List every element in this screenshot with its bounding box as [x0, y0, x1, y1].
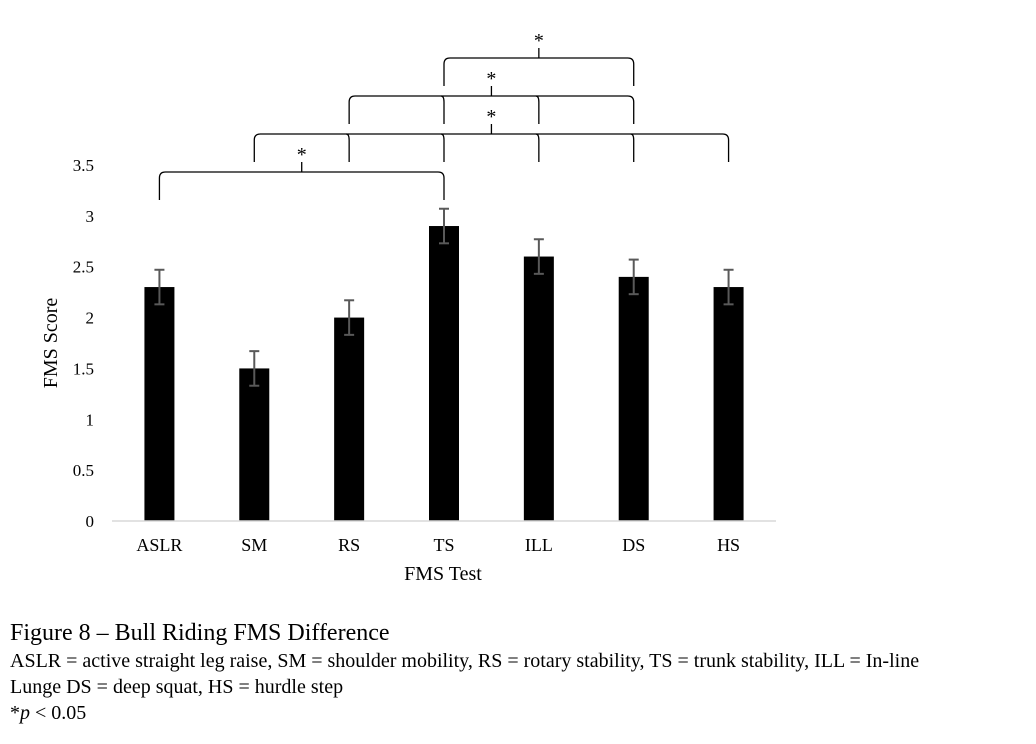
- x-tick-label: ILL: [525, 535, 553, 555]
- caption-abbreviations-line2: Lunge DS = deep squat, HS = hurdle step: [10, 676, 344, 698]
- error-bar: [439, 207, 449, 245]
- bar: [239, 368, 270, 521]
- x-tick-label: SM: [241, 535, 267, 555]
- x-tick-label: RS: [338, 535, 360, 555]
- significance-bracket: [158, 162, 445, 200]
- error-bar: [533, 238, 544, 275]
- y-tick-label: 2.5: [73, 258, 94, 277]
- x-tick-label: ASLR: [136, 535, 182, 555]
- x-tick-labels: ASLR SM RS TS ILL DS HS: [136, 535, 740, 555]
- caption-title: Figure 8 – Bull Riding FMS Difference: [10, 620, 390, 646]
- x-axis-label: FMS Test: [404, 563, 482, 585]
- bar-chart: **** 00.511.522.533.5 ASLR SM RS TS ILL DS HS …: [40, 30, 776, 585]
- x-tick-label: TS: [433, 535, 454, 555]
- error-bar: [628, 258, 639, 296]
- bar: [523, 256, 554, 521]
- error-bar: [154, 268, 165, 306]
- significance-asterisk: *: [486, 106, 496, 128]
- bars: [144, 226, 744, 521]
- significance-asterisk: *: [534, 30, 544, 52]
- error-bar: [249, 350, 260, 387]
- bar: [618, 276, 649, 521]
- significance-brackets: * * * *: [158, 30, 730, 200]
- y-tick-label: 3: [86, 207, 95, 226]
- x-tick-label: DS: [622, 535, 645, 555]
- significance-bracket: [443, 48, 635, 86]
- p-variable: p: [20, 702, 30, 724]
- y-tick-label: 2: [86, 309, 95, 328]
- figure-caption: Figure 8 – Bull Riding FMS Difference AS…: [10, 618, 1030, 726]
- bar: [713, 287, 744, 521]
- y-tick-labels: 0 0.5 1 1.5 2 2.5 3 3.5: [73, 156, 94, 531]
- p-threshold: < 0.05: [30, 702, 87, 724]
- caption-significance-note: *p < 0.05: [10, 700, 1030, 726]
- error-bar: [723, 268, 734, 306]
- bar: [429, 226, 459, 521]
- y-tick-label: 0.5: [73, 461, 94, 480]
- significance-asterisk: *: [486, 68, 496, 90]
- y-axis-label: FMS Score: [40, 298, 62, 389]
- bar: [144, 287, 175, 521]
- significance-asterisk: *: [297, 144, 307, 166]
- y-tick-label: 1.5: [73, 359, 94, 378]
- caption-abbreviations-line1: ASLR = active straight leg raise, SM = s…: [10, 650, 920, 672]
- p-asterisk: *: [10, 702, 20, 724]
- error-bar: [344, 299, 355, 336]
- significance-bracket: [253, 124, 730, 162]
- bar: [334, 317, 365, 521]
- significance-bracket: [348, 86, 635, 124]
- y-tick-label: 1: [86, 410, 95, 429]
- y-tick-label: 3.5: [73, 156, 94, 175]
- y-tick-label: 0: [86, 512, 95, 531]
- x-tick-label: HS: [717, 535, 740, 555]
- error-bars: [154, 207, 734, 387]
